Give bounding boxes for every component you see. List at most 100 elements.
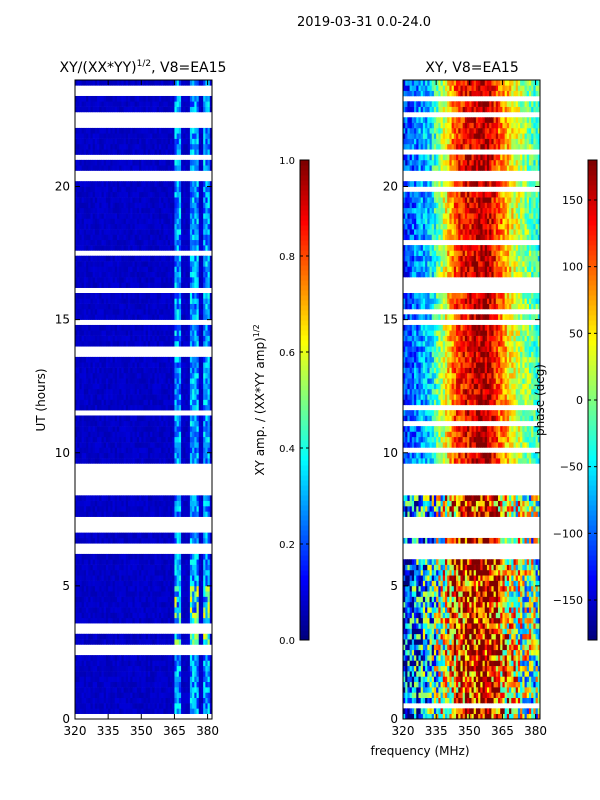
heatmap-cell bbox=[178, 426, 182, 432]
heatmap-cell bbox=[172, 404, 175, 411]
heatmap-cell bbox=[181, 298, 184, 304]
heatmap-cell bbox=[92, 383, 96, 390]
heatmap-cell bbox=[170, 245, 173, 251]
heatmap-cell bbox=[125, 191, 129, 198]
heatmap-cell bbox=[158, 681, 162, 688]
heatmap-cell bbox=[134, 308, 138, 315]
heatmap-cell bbox=[112, 181, 116, 187]
heatmap-cell bbox=[200, 612, 204, 619]
heatmap-cell bbox=[141, 681, 144, 688]
heatmap-cell bbox=[88, 607, 91, 613]
heatmap-cell bbox=[181, 612, 184, 619]
heatmap-cell bbox=[139, 324, 142, 331]
heatmap-cell bbox=[207, 426, 211, 432]
heatmap-cell bbox=[103, 655, 107, 661]
heatmap-cell bbox=[145, 261, 149, 267]
heatmap-cell bbox=[132, 617, 136, 624]
heatmap-cell bbox=[128, 511, 131, 517]
heatmap-cell bbox=[205, 596, 208, 603]
heatmap-cell bbox=[116, 298, 120, 304]
heatmap-cell bbox=[108, 671, 111, 677]
heatmap-cell bbox=[97, 596, 100, 603]
heatmap-cell bbox=[205, 324, 208, 331]
heatmap-cell bbox=[128, 362, 131, 368]
heatmap-cell bbox=[123, 335, 127, 342]
heatmap-cell bbox=[139, 687, 142, 693]
heatmap-cell bbox=[81, 617, 85, 624]
heatmap-cell bbox=[121, 239, 125, 246]
heatmap-cell bbox=[108, 223, 111, 230]
heatmap-cell bbox=[192, 703, 195, 709]
heatmap-cell bbox=[165, 681, 169, 688]
heatmap-cell bbox=[172, 633, 175, 640]
heatmap-cell bbox=[152, 282, 155, 288]
heatmap-cell bbox=[134, 388, 138, 395]
heatmap-cell bbox=[81, 356, 85, 363]
heatmap-cell bbox=[103, 165, 107, 171]
heatmap-cell bbox=[123, 687, 127, 693]
heatmap-cell bbox=[203, 436, 206, 443]
heatmap-cell bbox=[110, 431, 113, 438]
heatmap-cell bbox=[134, 569, 138, 576]
heatmap-cell bbox=[88, 601, 91, 608]
heatmap-cell bbox=[207, 186, 211, 193]
heatmap-cell bbox=[150, 362, 153, 368]
heatmap-cell bbox=[125, 324, 129, 331]
heatmap-cell bbox=[123, 372, 127, 379]
heatmap-cell bbox=[163, 655, 166, 661]
heatmap-cell bbox=[110, 436, 113, 443]
heatmap-cell bbox=[172, 277, 175, 283]
heatmap-cell bbox=[163, 277, 166, 283]
heatmap-cell bbox=[209, 458, 213, 464]
heatmap-cell bbox=[103, 708, 107, 714]
heatmap-cell bbox=[185, 298, 189, 304]
heatmap-cell bbox=[167, 218, 171, 225]
heatmap-cell bbox=[83, 255, 87, 262]
heatmap-cell bbox=[81, 372, 85, 379]
heatmap-cell bbox=[105, 303, 109, 310]
heatmap-cell bbox=[183, 607, 186, 613]
heatmap-cell bbox=[81, 330, 85, 336]
heatmap-cell bbox=[207, 181, 211, 187]
heatmap-cell bbox=[209, 213, 213, 219]
heatmap-cell bbox=[150, 692, 153, 698]
heatmap-cell bbox=[92, 362, 96, 368]
heatmap-cell bbox=[181, 261, 184, 267]
heatmap-cell bbox=[114, 655, 118, 661]
heatmap-cell bbox=[143, 692, 147, 698]
heatmap-cell bbox=[86, 308, 89, 315]
heatmap-cell bbox=[139, 399, 142, 406]
heatmap-cell bbox=[136, 314, 140, 320]
heatmap-cell bbox=[139, 506, 142, 512]
heatmap-cell bbox=[132, 697, 136, 704]
heatmap-cell bbox=[119, 181, 122, 187]
heatmap-cell bbox=[121, 676, 125, 683]
heatmap-cell bbox=[94, 314, 98, 320]
heatmap-cell bbox=[167, 266, 171, 272]
heatmap-cell bbox=[121, 436, 125, 443]
heatmap-cell bbox=[143, 356, 147, 363]
heatmap-cell bbox=[108, 314, 111, 320]
heatmap-cell bbox=[88, 655, 91, 661]
heatmap-cell bbox=[156, 564, 160, 571]
heatmap-cell bbox=[156, 575, 160, 581]
heatmap-cell bbox=[79, 495, 83, 501]
heatmap-cell bbox=[183, 585, 186, 592]
heatmap-cell bbox=[99, 506, 102, 512]
heatmap-cell bbox=[125, 442, 129, 448]
heatmap-cell bbox=[130, 596, 133, 603]
heatmap-cell bbox=[83, 197, 87, 203]
heatmap-cell bbox=[97, 207, 100, 214]
heatmap-cell bbox=[207, 367, 211, 374]
heatmap-cell bbox=[134, 335, 138, 342]
heatmap-cell bbox=[92, 191, 96, 198]
heatmap-cell bbox=[192, 506, 195, 512]
heatmap-cell bbox=[172, 223, 175, 230]
heatmap-cell bbox=[128, 671, 131, 677]
heatmap-cell bbox=[207, 607, 211, 613]
heatmap-cell bbox=[75, 239, 78, 246]
heatmap-cell bbox=[178, 580, 182, 587]
heatmap-cell bbox=[134, 181, 138, 187]
heatmap-cell bbox=[209, 500, 213, 507]
heatmap-cell bbox=[77, 378, 80, 384]
